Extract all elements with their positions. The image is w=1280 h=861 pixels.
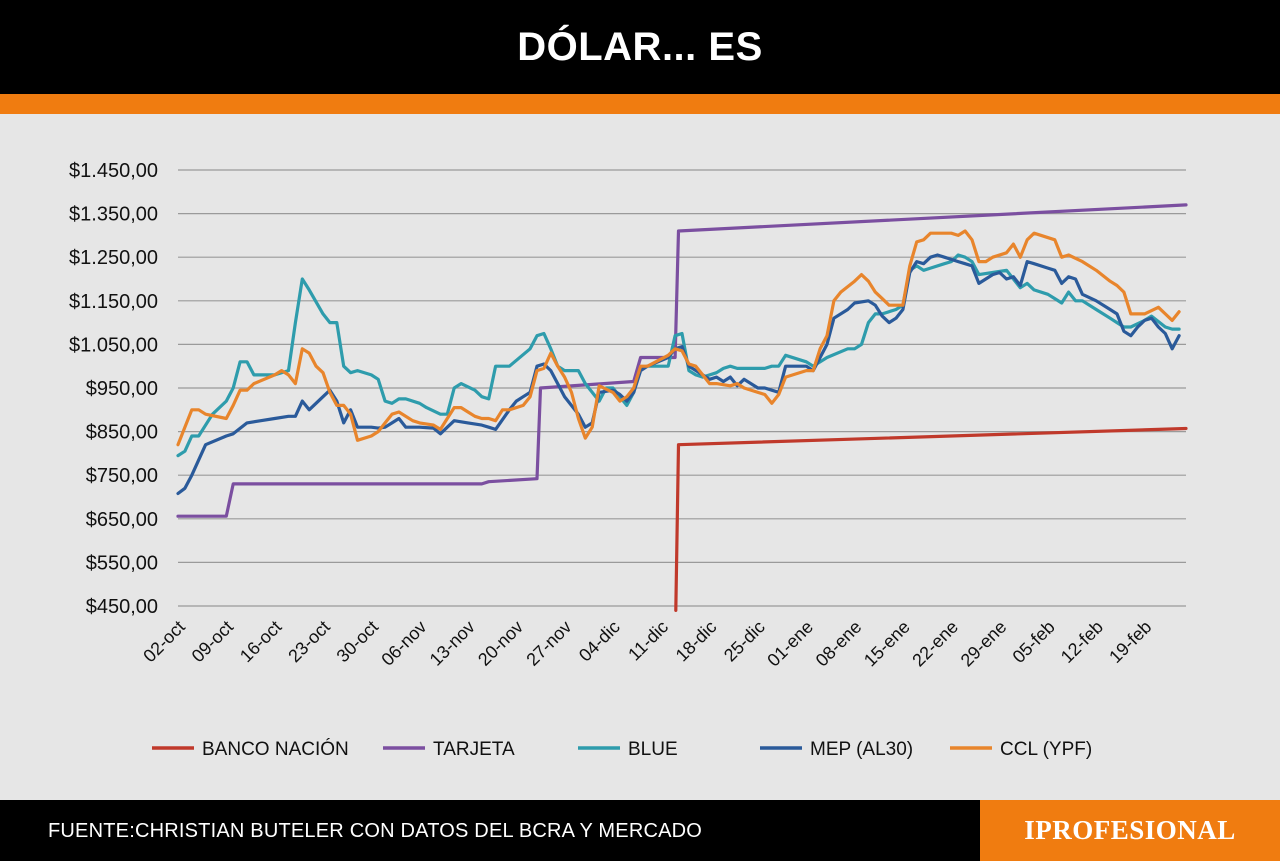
legend-label: MEP (AL30) bbox=[810, 739, 913, 760]
x-tick-label: 05-feb bbox=[1009, 617, 1059, 667]
series-line bbox=[674, 426, 1188, 612]
legend-label: CCL (YPF) bbox=[1000, 739, 1092, 760]
series-line bbox=[176, 229, 1181, 447]
x-tick-label: 16-oct bbox=[236, 617, 286, 667]
y-tick-label: $550,00 bbox=[86, 552, 158, 574]
x-axis: 02-oct09-oct16-oct23-oct30-oct06-nov13-n… bbox=[139, 617, 1155, 671]
x-tick-label: 19-feb bbox=[1105, 617, 1155, 667]
x-tick-label: 01-ene bbox=[763, 617, 817, 671]
x-tick-label: 04-dic bbox=[575, 617, 624, 666]
y-tick-label: $850,00 bbox=[86, 422, 158, 444]
brand-name: IPROFESIONAL bbox=[1024, 815, 1236, 845]
x-tick-label: 06-nov bbox=[377, 617, 430, 670]
line-chart: $450,00 $550,00 $650,00 $750,00 $850,00 $950,… bbox=[69, 160, 1188, 760]
x-tick-label: 02-oct bbox=[139, 617, 189, 667]
x-tick-label: 13-nov bbox=[426, 617, 479, 670]
x-tick-label: 23-oct bbox=[284, 617, 334, 667]
brand-logo: IPROFESIONAL bbox=[980, 800, 1280, 861]
x-tick-label: 29-ene bbox=[957, 617, 1011, 671]
series-lines bbox=[176, 203, 1188, 612]
y-tick-label: $1.250,00 bbox=[69, 247, 158, 269]
legend-label: BLUE bbox=[628, 739, 678, 760]
header-bar: DÓLAR... ES bbox=[0, 0, 1280, 94]
y-tick-label: $1.050,00 bbox=[69, 334, 158, 356]
series-line bbox=[176, 253, 1181, 496]
x-tick-label: 27-nov bbox=[522, 617, 575, 670]
y-tick-label: $950,00 bbox=[86, 378, 158, 400]
legend-label: BANCO NACIÓN bbox=[202, 738, 349, 760]
x-tick-label: 08-ene bbox=[812, 617, 866, 671]
y-axis: $450,00 $550,00 $650,00 $750,00 $850,00 $950,… bbox=[69, 160, 158, 618]
x-tick-label: 09-oct bbox=[188, 617, 238, 667]
accent-bar bbox=[0, 94, 1280, 114]
x-tick-label: 30-oct bbox=[333, 617, 383, 667]
x-tick-label: 20-nov bbox=[474, 617, 527, 670]
y-tick-label: $1.150,00 bbox=[69, 291, 158, 313]
x-tick-label: 25-dic bbox=[720, 617, 769, 666]
x-tick-label: 11-dic bbox=[624, 617, 672, 665]
legend: BANCO NACIÓN TARJETA BLUE MEP (AL30) CCL (YP… bbox=[152, 738, 1092, 760]
x-tick-label: 18-dic bbox=[672, 617, 721, 666]
page-title: DÓLAR... ES bbox=[517, 24, 763, 69]
y-tick-label: $750,00 bbox=[86, 465, 158, 487]
y-tick-label: $650,00 bbox=[86, 509, 158, 531]
y-tick-label: $1.350,00 bbox=[69, 204, 158, 226]
series-line bbox=[176, 203, 1188, 518]
x-tick-label: 15-ene bbox=[860, 617, 914, 671]
source-note: FUENTE:CHRISTIAN BUTELER CON DATOS DEL B… bbox=[48, 820, 703, 842]
footer-bar: FUENTE:CHRISTIAN BUTELER CON DATOS DEL B… bbox=[0, 800, 1280, 861]
y-tick-label: $1.450,00 bbox=[69, 160, 158, 182]
x-tick-label: 12-feb bbox=[1057, 617, 1107, 667]
x-tick-label: 22-ene bbox=[908, 617, 962, 671]
legend-label: TARJETA bbox=[433, 739, 515, 760]
y-tick-label: $450,00 bbox=[86, 596, 158, 618]
